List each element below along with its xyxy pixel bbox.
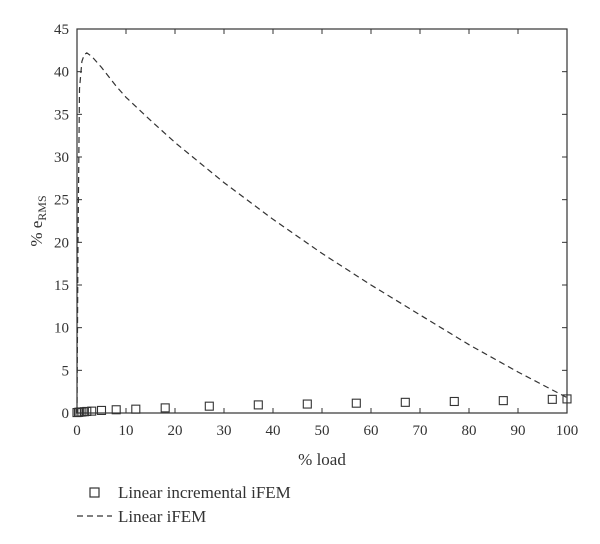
- data-point-incremental: [160, 403, 170, 413]
- x-tick-label: 80: [462, 423, 477, 439]
- data-point-incremental: [77, 407, 87, 417]
- y-tick-label: 20: [54, 235, 69, 251]
- y-tick-label: 5: [62, 363, 70, 379]
- x-tick-label: 50: [315, 423, 330, 439]
- x-tick-label: 20: [168, 423, 183, 439]
- y-axis-label-subscript: RMS: [35, 195, 49, 220]
- data-point-incremental: [449, 396, 459, 407]
- y-tick-label: 25: [54, 193, 69, 209]
- x-tick-label: 0: [73, 423, 81, 439]
- x-tick-label: 10: [119, 423, 134, 439]
- data-point-incremental: [562, 394, 572, 404]
- data-point-incremental: [351, 398, 361, 408]
- y-tick-label: 30: [54, 150, 69, 166]
- legend-marker-incremental: [89, 487, 100, 498]
- legend-label-ifem: Linear iFEM: [118, 507, 206, 526]
- y-tick-label: 40: [54, 65, 69, 81]
- data-point-incremental: [302, 399, 312, 409]
- y-axis-label: % eRMS: [27, 195, 49, 246]
- x-tick-label: 70: [413, 423, 428, 439]
- data-point-incremental: [400, 397, 410, 407]
- y-tick-label: 0: [62, 406, 70, 422]
- x-tick-label: 60: [364, 423, 379, 439]
- legend-label-incremental: Linear incremental iFEM: [118, 483, 291, 502]
- series-line-linear-ifem: [76, 52, 568, 414]
- y-tick-label: 35: [54, 107, 69, 123]
- y-axis-label-main: % e: [27, 221, 46, 247]
- data-point-incremental: [111, 405, 121, 415]
- data-point-incremental: [547, 394, 557, 404]
- y-tick-label: 15: [54, 278, 69, 294]
- data-point-incremental: [82, 406, 92, 417]
- x-tick-label: 90: [511, 423, 526, 439]
- data-point-incremental: [498, 396, 508, 406]
- data-point-incremental: [204, 401, 214, 411]
- tick-group: 0 10 20 30 40 50 60 70 80 90 100 0 5 10 15 20 25 30 35 40 45: [54, 22, 578, 439]
- data-point-incremental: [87, 406, 97, 416]
- data-point-incremental: [131, 404, 141, 414]
- legend: Linear incremental iFEM Linear iFEM: [77, 483, 291, 526]
- y-tick-label: 45: [54, 22, 69, 38]
- x-axis-label: % load: [298, 450, 346, 469]
- data-point-incremental: [96, 405, 107, 415]
- y-tick-label: 10: [54, 321, 69, 337]
- data-point-incremental: [253, 400, 263, 410]
- series-group: [72, 52, 572, 418]
- plot-frame: [76, 28, 568, 414]
- x-tick-label: 30: [217, 423, 232, 439]
- x-tick-label: 40: [266, 423, 281, 439]
- x-tick-label: 100: [556, 423, 579, 439]
